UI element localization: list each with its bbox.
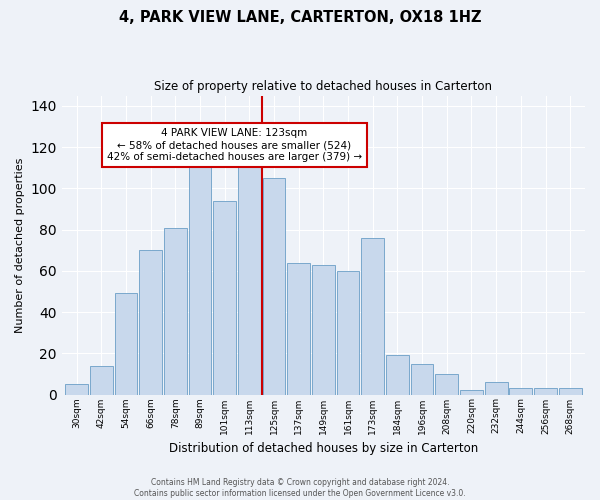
Bar — [509, 388, 532, 394]
Bar — [164, 228, 187, 394]
Bar — [287, 262, 310, 394]
Text: Contains HM Land Registry data © Crown copyright and database right 2024.
Contai: Contains HM Land Registry data © Crown c… — [134, 478, 466, 498]
Bar — [263, 178, 286, 394]
X-axis label: Distribution of detached houses by size in Carterton: Distribution of detached houses by size … — [169, 442, 478, 455]
Bar — [411, 364, 433, 394]
Y-axis label: Number of detached properties: Number of detached properties — [15, 158, 25, 332]
Text: 4 PARK VIEW LANE: 123sqm
← 58% of detached houses are smaller (524)
42% of semi-: 4 PARK VIEW LANE: 123sqm ← 58% of detach… — [107, 128, 362, 162]
Bar — [460, 390, 483, 394]
Title: Size of property relative to detached houses in Carterton: Size of property relative to detached ho… — [154, 80, 493, 93]
Bar — [90, 366, 113, 394]
Bar — [214, 200, 236, 394]
Bar — [436, 374, 458, 394]
Bar — [386, 356, 409, 395]
Bar — [188, 162, 211, 394]
Bar — [534, 388, 557, 394]
Bar — [485, 382, 508, 394]
Bar — [65, 384, 88, 394]
Bar — [139, 250, 162, 394]
Bar — [238, 158, 261, 394]
Bar — [115, 294, 137, 394]
Text: 4, PARK VIEW LANE, CARTERTON, OX18 1HZ: 4, PARK VIEW LANE, CARTERTON, OX18 1HZ — [119, 10, 481, 25]
Bar — [361, 238, 384, 394]
Bar — [337, 271, 359, 394]
Bar — [559, 388, 581, 394]
Bar — [312, 264, 335, 394]
